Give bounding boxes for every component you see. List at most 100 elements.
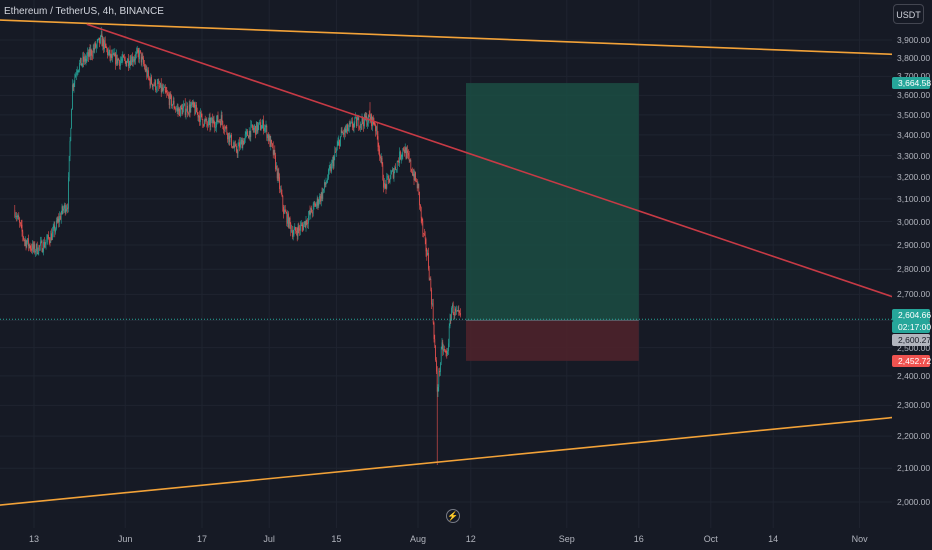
candle-bull bbox=[59, 216, 60, 222]
price-tick-label: 2,100.00 bbox=[897, 463, 931, 474]
candle-bear bbox=[315, 204, 316, 207]
trendline-lower[interactable] bbox=[0, 416, 894, 506]
candle-bear bbox=[332, 159, 334, 167]
candle-bear bbox=[407, 150, 408, 153]
candle-bull bbox=[267, 134, 268, 138]
candle-bear bbox=[275, 155, 276, 170]
candle-bear bbox=[272, 143, 273, 146]
candle-bull bbox=[367, 122, 368, 126]
candle-bear bbox=[420, 207, 422, 219]
candle-bull bbox=[97, 39, 99, 41]
candle-bear bbox=[228, 132, 230, 142]
candle-bear bbox=[446, 352, 448, 355]
trendline-upper[interactable] bbox=[0, 19, 894, 56]
candle-bull bbox=[15, 216, 16, 217]
candle-bull bbox=[228, 132, 229, 140]
candle-bull bbox=[280, 188, 281, 190]
candle-bull bbox=[447, 351, 448, 355]
candle-bear bbox=[285, 211, 287, 213]
symbol-name[interactable]: Ethereum / TetherUS bbox=[4, 6, 98, 17]
candle-bear bbox=[180, 106, 182, 108]
candle-bear bbox=[383, 180, 384, 188]
candle-bear bbox=[364, 114, 366, 120]
candle-bear bbox=[347, 124, 348, 131]
candle-bear bbox=[349, 123, 351, 125]
candle-bull bbox=[56, 220, 57, 229]
candle-bull bbox=[32, 243, 33, 251]
candle-bull bbox=[414, 172, 416, 181]
candle-bull bbox=[57, 218, 59, 222]
price-tick-label: 2,400.00 bbox=[897, 370, 931, 381]
candle-bull bbox=[17, 216, 19, 217]
candle-bear bbox=[408, 152, 409, 156]
candle-bear bbox=[165, 90, 167, 93]
candle-bull bbox=[294, 227, 296, 230]
trendline-descending[interactable] bbox=[86, 23, 894, 298]
candle-bull bbox=[102, 39, 104, 47]
candle-bear bbox=[344, 128, 346, 133]
candle-bull bbox=[440, 348, 442, 364]
candle-bear bbox=[151, 76, 152, 84]
candle-bull bbox=[384, 183, 385, 188]
candle-bear bbox=[115, 53, 116, 65]
candle-bull bbox=[380, 157, 382, 159]
candle-bear bbox=[188, 113, 189, 114]
candle-bear bbox=[425, 239, 427, 252]
price-tick-label: 2,800.00 bbox=[897, 264, 931, 275]
candle-bear bbox=[213, 119, 215, 125]
candle-bear bbox=[416, 181, 418, 189]
trendlines[interactable] bbox=[0, 19, 894, 506]
candle-bull bbox=[291, 230, 292, 232]
loss-zone[interactable] bbox=[466, 320, 639, 361]
candle-bull bbox=[324, 182, 325, 189]
candle-bull bbox=[322, 190, 324, 199]
candle-bull bbox=[345, 129, 347, 133]
currency-button[interactable]: USDT bbox=[893, 4, 924, 24]
candle-bear bbox=[22, 231, 24, 237]
candle-bear bbox=[359, 127, 360, 129]
candle-bull bbox=[85, 58, 87, 62]
candle-bull bbox=[152, 84, 154, 87]
candle-bull bbox=[43, 241, 44, 252]
candle-bull bbox=[183, 105, 184, 109]
candle-bear bbox=[193, 101, 195, 107]
interval-label[interactable]: 4h bbox=[102, 6, 114, 17]
candle-bull bbox=[288, 217, 290, 228]
candle-bull bbox=[208, 119, 209, 126]
candle-bull bbox=[268, 135, 270, 141]
time-tick-label: 13 bbox=[28, 534, 40, 544]
candle-bear bbox=[199, 115, 200, 122]
candle-bear bbox=[426, 251, 428, 256]
candle-bear bbox=[296, 231, 297, 233]
candle-bull bbox=[440, 363, 441, 372]
candle-bull bbox=[229, 136, 231, 142]
candle-bear bbox=[231, 134, 232, 147]
candle-bull bbox=[108, 51, 109, 56]
candle-bear bbox=[385, 184, 387, 189]
candle-bull bbox=[449, 318, 451, 327]
price-tick-label: 2,500.00 bbox=[897, 342, 931, 353]
lightning-icon[interactable]: ⚡ bbox=[446, 509, 460, 523]
candle-bull bbox=[100, 36, 101, 44]
candle-bear bbox=[222, 121, 224, 127]
candle-bear bbox=[288, 213, 289, 228]
candle-bear bbox=[203, 124, 204, 126]
candle-bull bbox=[92, 48, 94, 56]
candle-bull bbox=[188, 104, 190, 114]
candle-bull bbox=[112, 53, 114, 55]
candle-bull bbox=[331, 163, 332, 172]
candle-bear bbox=[220, 121, 221, 126]
candle-bull bbox=[391, 171, 392, 174]
candle-bear bbox=[421, 218, 423, 222]
candle-bull bbox=[237, 146, 239, 154]
candle-bear bbox=[341, 130, 343, 134]
candle-bull bbox=[360, 123, 361, 128]
candle-bear bbox=[56, 220, 58, 222]
candle-bull bbox=[161, 87, 163, 93]
price-axis-background[interactable] bbox=[892, 0, 932, 550]
candle-bear bbox=[435, 346, 436, 361]
candle-bull bbox=[232, 145, 234, 148]
candle-bull bbox=[79, 63, 80, 70]
